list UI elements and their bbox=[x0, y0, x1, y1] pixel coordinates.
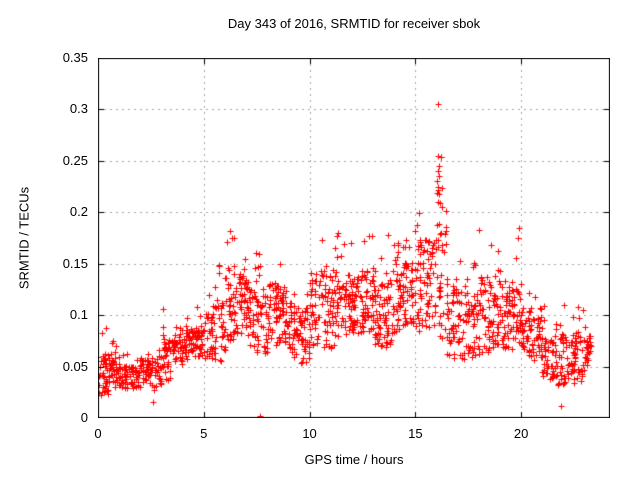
x-axis-label: GPS time / hours bbox=[304, 452, 404, 467]
scatter-canvas bbox=[98, 58, 610, 418]
x-tick-label: 0 bbox=[94, 426, 102, 441]
x-tick-label: 10 bbox=[302, 426, 317, 441]
chart-title: Day 343 of 2016, SRMTID for receiver sbo… bbox=[227, 16, 481, 31]
y-tick-label: 0.1 bbox=[69, 307, 88, 323]
x-tick-label: 20 bbox=[513, 426, 529, 441]
y-tick-label: 0.3 bbox=[69, 101, 88, 117]
y-tick-label: 0.25 bbox=[62, 152, 88, 168]
y-tick-label: 0.2 bbox=[69, 204, 88, 220]
y-tick-label: 0.05 bbox=[62, 358, 88, 374]
x-tick-label: 15 bbox=[408, 426, 423, 441]
y-axis-label: SRMTID / TECUs bbox=[16, 186, 32, 290]
y-tick-label: 0.15 bbox=[62, 255, 88, 271]
y-tick-label: 0.35 bbox=[62, 50, 88, 65]
x-tick-label: 5 bbox=[200, 426, 208, 441]
y-tick-label: 0 bbox=[80, 410, 88, 425]
plot-area bbox=[98, 58, 610, 418]
